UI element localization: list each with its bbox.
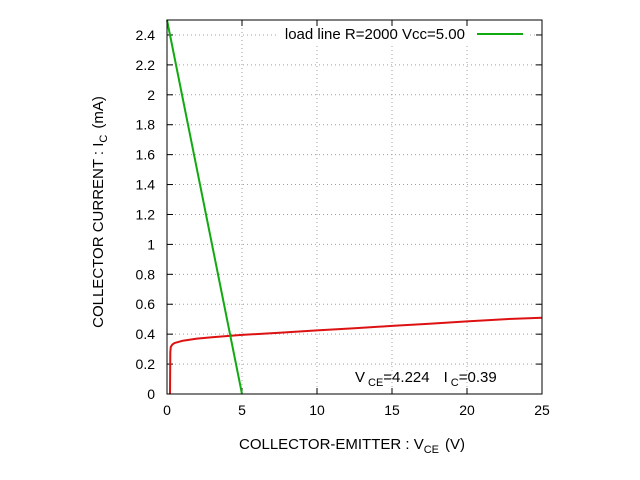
y-tick-label: 1.6: [136, 147, 156, 163]
y-tick-label: 0.2: [136, 356, 156, 372]
legend: load line R=2000 Vcc=5.00: [285, 26, 523, 43]
y-tick-label: 1.2: [136, 206, 156, 222]
y-tick-label: 2.4: [136, 27, 156, 43]
axis-ticks: [166, 20, 543, 395]
annotation-i-main: I: [444, 369, 448, 386]
y-tick-label: 2.2: [136, 57, 156, 73]
y-tick-label: 1.4: [136, 177, 156, 193]
x-tick-label: 5: [238, 402, 246, 418]
annotation-i-value: =0.39: [459, 369, 497, 386]
y-axis-label: COLLECTOR CURRENT : IC (mA): [90, 96, 110, 328]
y-axis-label-sub: C: [98, 135, 110, 143]
y-tick-label: 0.6: [136, 296, 156, 312]
series-line-transistor-characteristic-curve: [169, 316, 543, 395]
x-axis-label: COLLECTOR-EMITTER : VCE (V): [239, 436, 465, 456]
operating-point-annotation: V CE=4.224 I C=0.39: [355, 369, 497, 389]
y-tick-label: 0.4: [136, 326, 156, 342]
legend-label-load-line: load line R=2000 Vcc=5.00: [285, 26, 465, 43]
x-tick-label: 20: [459, 402, 475, 418]
annotation-v-sub: CE: [368, 377, 383, 389]
x-axis-label-unit: (V): [445, 436, 465, 453]
x-axis-label-main: COLLECTOR-EMITTER : V: [239, 436, 424, 453]
y-axis-label-main: COLLECTOR CURRENT : I: [90, 143, 107, 328]
plot-border: [166, 19, 543, 395]
annotation-i-sub: C: [451, 377, 459, 389]
tick-labels: 0 0.2 0.4 0.6 0.8 1 1.2 1.4 1.6 1.8 2 2.2 2.4 0 5 10 15 2…: [136, 27, 550, 418]
annotation-v-main: V: [355, 369, 365, 386]
annotation-v-value: =4.224: [383, 369, 429, 386]
y-tick-label: 0.8: [136, 266, 156, 282]
x-tick-label: 15: [384, 402, 400, 418]
series-line-load-line: [166, 19, 243, 395]
series-lines: [166, 19, 543, 395]
y-tick-label: 2: [147, 87, 155, 103]
y-tick-label: 1: [147, 236, 155, 252]
y-tick-label: 1.8: [136, 117, 156, 133]
y-axis-label-unit: (mA): [90, 96, 107, 129]
y-tick-label: 0: [147, 386, 155, 402]
x-tick-label: 0: [163, 402, 171, 418]
x-axis-label-sub: CE: [424, 444, 439, 456]
grid-lines: [167, 20, 542, 394]
x-tick-label: 10: [309, 402, 325, 418]
x-tick-label: 25: [534, 402, 550, 418]
